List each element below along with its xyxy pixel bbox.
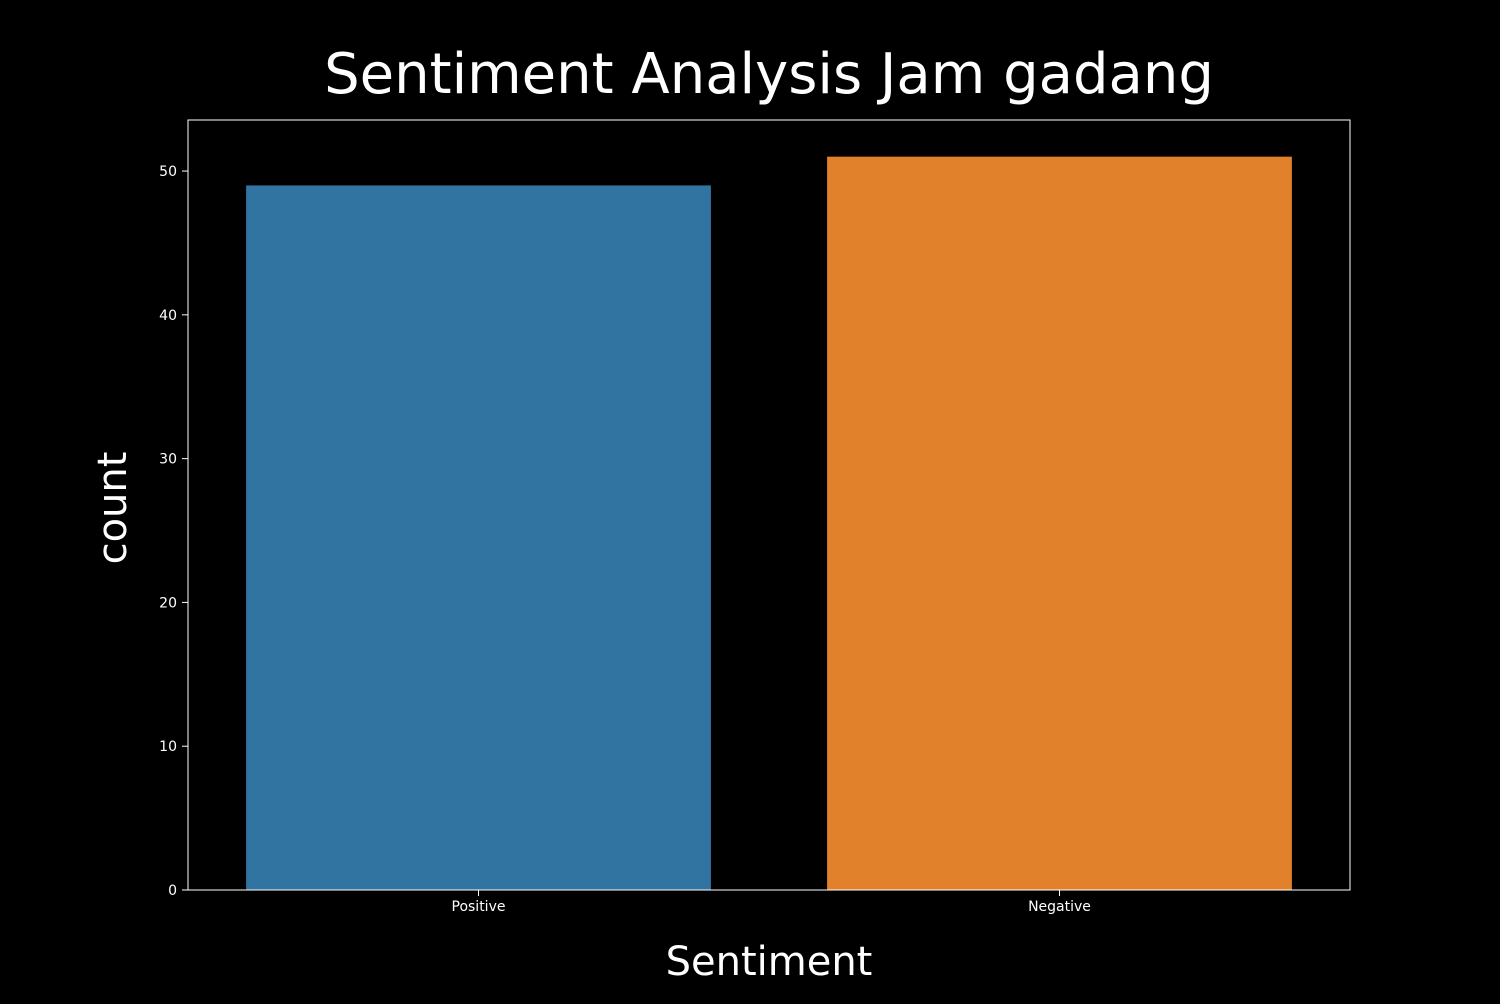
- bar-positive: [246, 185, 711, 891]
- bar-negative: [827, 156, 1292, 890]
- y-tick-label: 20: [159, 595, 177, 611]
- y-axis-label: count: [90, 452, 136, 565]
- y-tick-label: 30: [159, 452, 177, 468]
- y-tick-label: 0: [168, 883, 177, 899]
- bars-group: [246, 156, 1292, 891]
- y-axis-ticks: 0 10 20 30 40 50: [159, 164, 188, 899]
- y-tick-label: 40: [159, 308, 177, 324]
- x-axis-ticks: Positive Negative: [452, 890, 1091, 915]
- x-tick-label: Negative: [1028, 899, 1091, 915]
- chart-title: Sentiment Analysis Jam gadang: [324, 42, 1214, 107]
- y-tick-label: 10: [159, 739, 177, 755]
- x-axis-label: Sentiment: [666, 939, 873, 985]
- x-tick-label: Positive: [452, 899, 506, 915]
- plot-frame: [187, 119, 1351, 891]
- y-tick-label: 50: [159, 164, 177, 180]
